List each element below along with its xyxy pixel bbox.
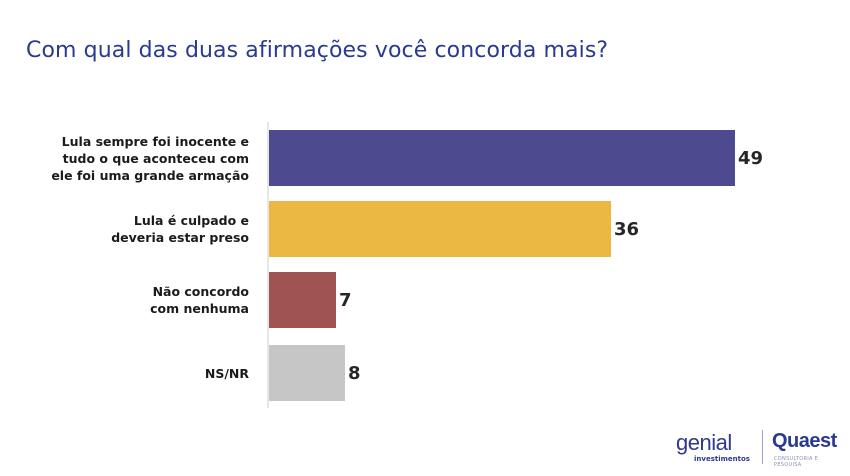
genial-logo-subtitle: investimentos xyxy=(694,455,750,463)
bar-label: Não concordo com nenhuma xyxy=(19,272,249,328)
bar-value-label: 36 xyxy=(614,218,640,240)
bar xyxy=(269,130,735,186)
bar-row: NS/NR 8 xyxy=(0,345,850,401)
quaest-logo: Quaest xyxy=(772,430,837,452)
bar-label: Lula é culpado e deveria estar preso xyxy=(19,201,249,257)
y-axis-line xyxy=(267,122,269,408)
bar xyxy=(269,272,336,328)
bar-label-line: com nenhuma xyxy=(150,301,249,316)
bar-value-label: 7 xyxy=(339,289,352,311)
genial-logo: genial xyxy=(676,430,732,455)
chart-title: Com qual das duas afirmações você concor… xyxy=(26,38,609,63)
bar-label-line: tudo o que aconteceu com xyxy=(62,150,249,166)
bar xyxy=(269,345,345,401)
bar-value-label: 49 xyxy=(738,147,764,169)
quaest-logo-subtitle: CONSULTORIA E PESQUISA xyxy=(774,456,819,468)
footer-logos: genial investimentos Quaest CONSULTORIA … xyxy=(676,428,846,468)
bar-row: Lula sempre foi inocente e tudo o que aco… xyxy=(0,130,850,186)
bar-label-line: Não concordo xyxy=(152,284,249,299)
bar-label: NS/NR xyxy=(19,345,249,401)
bar-label-line: Lula sempre foi inocente e xyxy=(61,133,249,149)
bar-label: Lula sempre foi inocente e tudo o que aco… xyxy=(19,130,249,186)
bar-row: Não concordo com nenhuma 7 xyxy=(0,272,850,328)
bar-label-line: deveria estar preso xyxy=(111,230,249,245)
logo-divider xyxy=(762,430,763,464)
bar-value-label: 8 xyxy=(348,362,361,384)
bar-label-line: NS/NR xyxy=(204,365,249,381)
bar xyxy=(269,201,611,257)
bar-label-line: ele foi uma grande armação xyxy=(51,167,249,183)
bar-row: Lula é culpado e deveria estar preso 36 xyxy=(0,201,850,257)
bar-label-line: Lula é culpado e xyxy=(133,213,249,228)
